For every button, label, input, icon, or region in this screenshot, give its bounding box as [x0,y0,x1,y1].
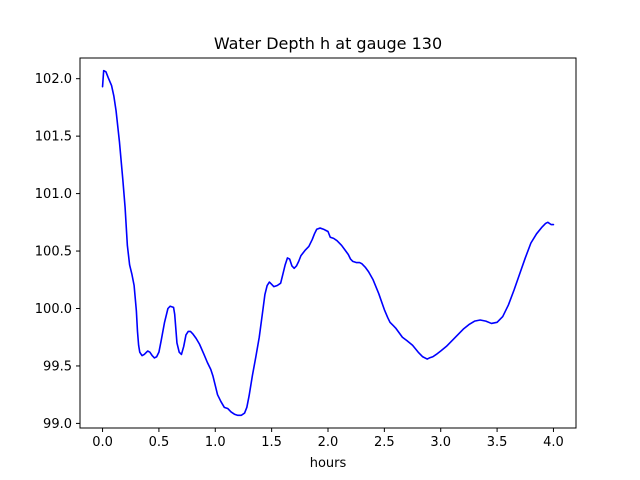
x-tick-label: 0.5 [149,435,170,450]
x-tick-label: 1.0 [205,435,226,450]
y-tick-label: 102.0 [35,72,72,87]
y-axis-ticks: 99.0 99.5 100.0 100.5 101.0 101.5 102.0 [35,72,80,432]
x-axis-ticks: 0.0 0.5 1.0 1.5 2.0 2.5 3.0 3.5 4.0 [92,428,564,450]
series-line-0 [101,69,555,417]
x-tick-label: 2.5 [374,435,395,450]
y-tick-label: 101.5 [35,130,72,145]
x-tick-label: 1.5 [261,435,282,450]
y-tick-label: 100.5 [35,245,72,260]
x-tick-label: 0.0 [92,435,113,450]
axes-frame [79,57,577,429]
x-tick-label: 4.0 [543,435,564,450]
y-tick-label: 99.5 [43,359,72,374]
x-tick-label: 3.0 [430,435,451,450]
plot-area [101,69,555,417]
y-tick-label: 99.0 [43,417,72,432]
x-tick-label: 3.5 [487,435,508,450]
y-tick-label: 101.0 [35,187,72,202]
y-tick-label: 100.0 [35,302,72,317]
x-tick-label: 2.0 [318,435,339,450]
x-axis-label: hours [310,456,347,471]
chart-title: Water Depth h at gauge 130 [214,34,442,53]
